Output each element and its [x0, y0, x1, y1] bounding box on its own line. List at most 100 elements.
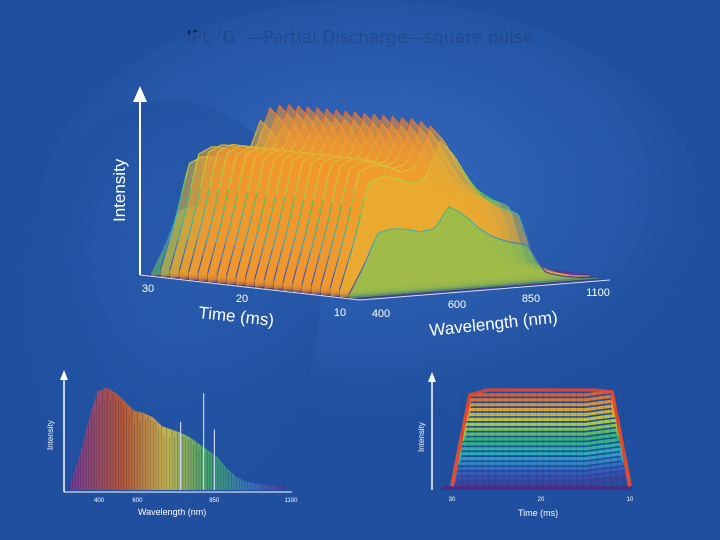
spectrum-y-label: Intensity: [46, 420, 55, 450]
surface-ridge-segment: [308, 199, 314, 220]
surface-ridge-segment: [196, 224, 202, 241]
surface-ridge-segment: [285, 130, 291, 144]
surface-ridge-segment: [386, 228, 391, 232]
time-tick-label: 10: [334, 307, 346, 319]
surface-ridge-segment: [476, 189, 482, 196]
surface-ridge-segment: [481, 229, 487, 234]
surface-ridge-segment: [254, 147, 259, 151]
surface-ridge-segment: [489, 200, 494, 204]
surface-ridge-segment: [329, 272, 335, 289]
surface-ridge-segment: [359, 198, 366, 216]
surface-ridge-segment: [430, 151, 436, 164]
surface-ridge-segment: [197, 257, 203, 274]
surface-ridge-segment: [341, 137, 347, 150]
surface-ridge-segment: [273, 265, 279, 282]
surface-ridge-segment: [279, 116, 286, 130]
surface-ridge-segment: [288, 104, 294, 110]
surface-ridge-segment: [452, 208, 458, 212]
time-chart-tick-label: 30: [449, 497, 456, 503]
surface-ridge-segment: [343, 261, 349, 277]
surface-ridge-segment: [340, 110, 346, 124]
wavelength-tick-label: 850: [522, 293, 540, 305]
surface-ridge-segment: [293, 157, 298, 161]
surface-ridge-segment: [301, 268, 307, 285]
surface-ridge-segment: [322, 181, 328, 201]
time-slice-band: [450, 433, 632, 487]
surface-ridge-segment: [397, 117, 403, 131]
surface-ridge-segment: [188, 255, 194, 272]
surface-ridge-segment: [272, 148, 277, 151]
surface-ridge-segment: [483, 194, 489, 198]
surface-ridge-segment: [373, 233, 379, 243]
surface-ridge-segment: [540, 264, 546, 272]
wavelength-axis: [359, 279, 611, 301]
surface-ridge-segment: [378, 115, 384, 128]
time-chart-y-arrow: [428, 372, 436, 382]
surface-ridge-segment: [330, 161, 336, 166]
surface-ridge-segment: [394, 155, 400, 163]
surface-ridge-segment: [316, 163, 323, 181]
surface-ridge-segment: [407, 229, 412, 231]
surface-ridge-segment: [154, 255, 160, 265]
surface-ridge-segment: [223, 189, 229, 210]
surface-ridge-segment: [543, 266, 549, 270]
surface-ridge-segment: [497, 205, 503, 209]
surface-ridge-segment: [238, 211, 244, 230]
surface-ridge-segment: [359, 169, 364, 173]
surface-ridge-segment: [342, 225, 348, 243]
surface-ridge-segment: [235, 261, 241, 278]
surface-ridge-segment: [299, 198, 305, 219]
surface-ridge-segment: [244, 146, 250, 150]
surface-ridge-segment: [365, 159, 370, 162]
surface-ridge-segment: [251, 131, 257, 144]
surface-ridge-segment: [294, 131, 300, 145]
surface-ridge-segment: [230, 244, 236, 261]
surface-ridge-segment: [544, 271, 550, 274]
surface-ridge-segment: [214, 188, 220, 209]
surface-ridge-segment: [325, 108, 332, 114]
surface-ridge-segment: [360, 139, 366, 153]
surface-ridge-segment: [440, 212, 446, 220]
surface-ridge-segment: [187, 224, 193, 240]
surface-ridge-segment: [253, 146, 258, 148]
surface-ridge-segment: [181, 207, 188, 225]
surface-ridge-segment: [376, 176, 382, 180]
surface-ridge-segment: [409, 168, 414, 171]
surface-ridge-segment: [392, 168, 398, 172]
surface-ridge-segment: [415, 230, 420, 233]
surface-ridge-segment: [235, 145, 241, 149]
surface-ridge-segment: [383, 128, 389, 142]
surface-ridge-segment: [276, 215, 282, 234]
surface-ridge-segment: [346, 206, 352, 226]
time-slice-band: [450, 390, 632, 487]
surface-ridge-segment: [331, 109, 337, 123]
surface-ridge-segment: [303, 179, 309, 199]
surface-ridge-segment: [210, 208, 216, 227]
surface-ridge-segment: [313, 219, 320, 238]
time-slice-band: [450, 461, 632, 487]
surface-ridge-segment: [320, 155, 325, 159]
surface-ridge-segment: [328, 154, 334, 157]
surface-ridge-segment: [442, 139, 448, 147]
surface-ridge-segment: [564, 272, 569, 275]
spectrum-chart: Intensity Wavelength (nm) 400 600 850 1100: [46, 370, 298, 517]
surface-ridge-segment: [361, 158, 366, 161]
surface-ridge-segment: [265, 107, 271, 121]
surface-ridge-segment: [556, 271, 561, 273]
surface-ridge-segment: [355, 215, 361, 233]
spectrum-x-label: Wavelength (nm): [138, 507, 206, 517]
surface-ridge-segment: [447, 148, 453, 154]
surface-ridge-segment: [310, 269, 317, 286]
surface-ridge-segment: [465, 216, 471, 221]
surface-ridge-segment: [324, 255, 330, 272]
surface-ridge-segment: [294, 217, 301, 236]
surface-ridge-segment: [347, 156, 352, 159]
surface-ridge-segment: [368, 180, 374, 184]
surface-ridge-segment: [287, 154, 293, 158]
surface-ridge-segment: [277, 249, 283, 266]
surface-ridge-segment: [184, 162, 191, 179]
surface-ridge-segment: [375, 153, 381, 161]
surface-ridge-segment: [302, 158, 308, 163]
surface-ridge-segment: [429, 125, 435, 131]
surface-ridge-segment: [448, 206, 454, 210]
